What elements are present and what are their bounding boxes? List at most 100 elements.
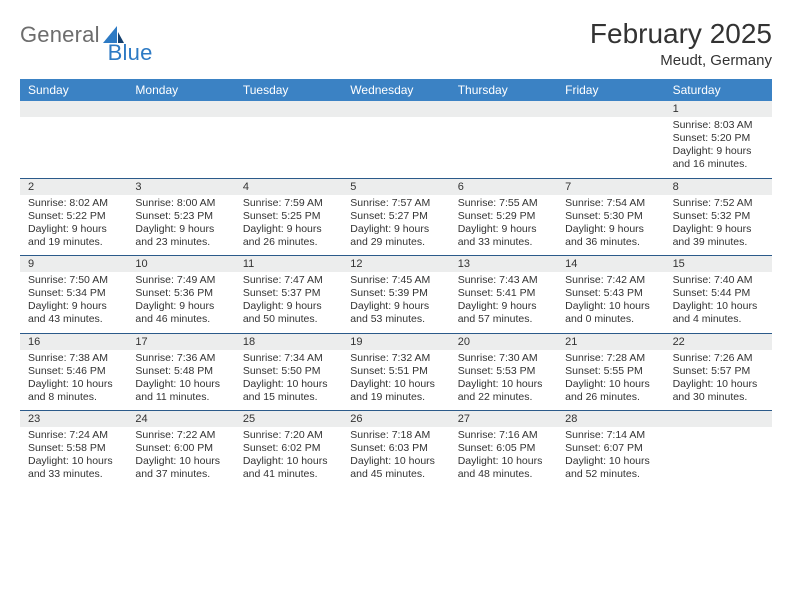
day-number: 5 [342,179,449,195]
sunrise-text: Sunrise: 8:00 AM [135,197,226,210]
sunset-text: Sunset: 5:30 PM [565,210,656,223]
sunrise-text: Sunrise: 7:54 AM [565,197,656,210]
day-number: 6 [450,179,557,195]
sunset-text: Sunset: 5:50 PM [243,365,334,378]
day-number [450,101,557,117]
sunset-text: Sunset: 5:22 PM [28,210,119,223]
sunset-text: Sunset: 6:07 PM [565,442,656,455]
day-cell [450,117,557,178]
sunrise-text: Sunrise: 7:42 AM [565,274,656,287]
sunset-text: Sunset: 5:39 PM [350,287,441,300]
sunset-text: Sunset: 5:27 PM [350,210,441,223]
sunset-text: Sunset: 5:37 PM [243,287,334,300]
weekday-header: Monday [127,79,234,101]
day-cell [235,117,342,178]
day-cell: Sunrise: 7:50 AMSunset: 5:34 PMDaylight:… [20,272,127,333]
daylight-text: Daylight: 10 hours and 0 minutes. [565,300,656,326]
day-cell: Sunrise: 7:16 AMSunset: 6:05 PMDaylight:… [450,427,557,488]
sunset-text: Sunset: 6:03 PM [350,442,441,455]
sunrise-text: Sunrise: 7:16 AM [458,429,549,442]
day-number: 3 [127,179,234,195]
day-cell: Sunrise: 7:49 AMSunset: 5:36 PMDaylight:… [127,272,234,333]
sunset-text: Sunset: 6:00 PM [135,442,226,455]
day-number: 8 [665,179,772,195]
day-cell: Sunrise: 7:22 AMSunset: 6:00 PMDaylight:… [127,427,234,488]
daylight-text: Daylight: 10 hours and 22 minutes. [458,378,549,404]
sunset-text: Sunset: 5:32 PM [673,210,764,223]
sunrise-text: Sunrise: 7:32 AM [350,352,441,365]
daylight-text: Daylight: 9 hours and 16 minutes. [673,145,764,171]
sunrise-text: Sunrise: 7:22 AM [135,429,226,442]
day-cell: Sunrise: 7:40 AMSunset: 5:44 PMDaylight:… [665,272,772,333]
day-number: 7 [557,179,664,195]
day-number: 2 [20,179,127,195]
daycontent-band: Sunrise: 8:03 AMSunset: 5:20 PMDaylight:… [20,117,772,178]
weekday-header: Tuesday [235,79,342,101]
day-cell: Sunrise: 7:30 AMSunset: 5:53 PMDaylight:… [450,350,557,411]
day-cell: Sunrise: 7:47 AMSunset: 5:37 PMDaylight:… [235,272,342,333]
day-number: 12 [342,256,449,272]
week-row: 2345678 Sunrise: 8:02 AMSunset: 5:22 PM Da… [20,179,772,257]
day-number: 15 [665,256,772,272]
day-cell [665,427,772,488]
sunrise-text: Sunrise: 7:28 AM [565,352,656,365]
daylight-text: Daylight: 10 hours and 19 minutes. [350,378,441,404]
day-cell: Sunrise: 7:38 AMSunset: 5:46 PMDaylight:… [20,350,127,411]
day-number: 26 [342,411,449,427]
day-number [20,101,127,117]
sunset-text: Sunset: 5:20 PM [673,132,764,145]
sunset-text: Sunset: 5:46 PM [28,365,119,378]
day-number: 16 [20,334,127,350]
day-number: 13 [450,256,557,272]
day-cell: Sunrise: 7:24 AMSunset: 5:58 PMDaylight:… [20,427,127,488]
sunset-text: Sunset: 6:02 PM [243,442,334,455]
day-cell: Sunrise: 7:54 AMSunset: 5:30 PMDaylight:… [557,195,664,256]
sunrise-text: Sunrise: 8:02 AM [28,197,119,210]
daylight-text: Daylight: 9 hours and 33 minutes. [458,223,549,249]
logo: General Blue [20,22,153,48]
day-cell: Sunrise: 7:26 AMSunset: 5:57 PMDaylight:… [665,350,772,411]
daycontent-band: Sunrise: 7:50 AMSunset: 5:34 PMDaylight:… [20,272,772,333]
sunrise-text: Sunrise: 7:18 AM [350,429,441,442]
sunset-text: Sunset: 5:29 PM [458,210,549,223]
sunset-text: Sunset: 5:58 PM [28,442,119,455]
sunset-text: Sunset: 5:55 PM [565,365,656,378]
sunrise-text: Sunrise: 7:24 AM [28,429,119,442]
daylight-text: Daylight: 9 hours and 53 minutes. [350,300,441,326]
day-number: 18 [235,334,342,350]
weeks-container: 1Sunrise: 8:03 AMSunset: 5:20 PMDaylight… [20,101,772,488]
daylight-text: Daylight: 9 hours and 57 minutes. [458,300,549,326]
title-block: February 2025 Meudt, Germany [590,18,772,69]
daylight-text: Daylight: 9 hours and 23 minutes. [135,223,226,249]
month-title: February 2025 [590,18,772,50]
sunrise-text: Sunrise: 7:52 AM [673,197,764,210]
weekday-header: Friday [557,79,664,101]
sunrise-text: Sunrise: 7:55 AM [458,197,549,210]
sunrise-text: Sunrise: 7:45 AM [350,274,441,287]
sunrise-text: Sunrise: 7:59 AM [243,197,334,210]
daynum-band: 1 [20,101,772,117]
sunrise-text: Sunrise: 7:50 AM [28,274,119,287]
daycontent-band: Sunrise: 8:02 AMSunset: 5:22 PM Daylight:… [20,195,772,256]
day-cell: Sunrise: 7:34 AMSunset: 5:50 PMDaylight:… [235,350,342,411]
day-number [342,101,449,117]
daycontent-band: Sunrise: 7:24 AMSunset: 5:58 PMDaylight:… [20,427,772,488]
day-number: 11 [235,256,342,272]
day-number [235,101,342,117]
sunset-text: Sunset: 6:05 PM [458,442,549,455]
day-cell: Sunrise: 8:02 AMSunset: 5:22 PMDaylight:… [20,195,127,256]
day-number: 10 [127,256,234,272]
day-number: 1 [665,101,772,117]
week-row: 232425262728Sunrise: 7:24 AMSunset: 5:58… [20,411,772,488]
day-number: 23 [20,411,127,427]
daylight-text: Daylight: 10 hours and 30 minutes. [673,378,764,404]
daylight-text: Daylight: 10 hours and 15 minutes. [243,378,334,404]
day-number [665,411,772,427]
sunrise-text: Sunrise: 7:57 AM [350,197,441,210]
daynum-band: 2345678 [20,179,772,195]
daylight-text: Daylight: 10 hours and 8 minutes. [28,378,119,404]
day-cell: Sunrise: 8:00 AMSunset: 5:23 PMDaylight:… [127,195,234,256]
day-cell: Sunrise: 7:32 AMSunset: 5:51 PMDaylight:… [342,350,449,411]
day-cell [342,117,449,178]
daylight-text: Daylight: 9 hours and 50 minutes. [243,300,334,326]
